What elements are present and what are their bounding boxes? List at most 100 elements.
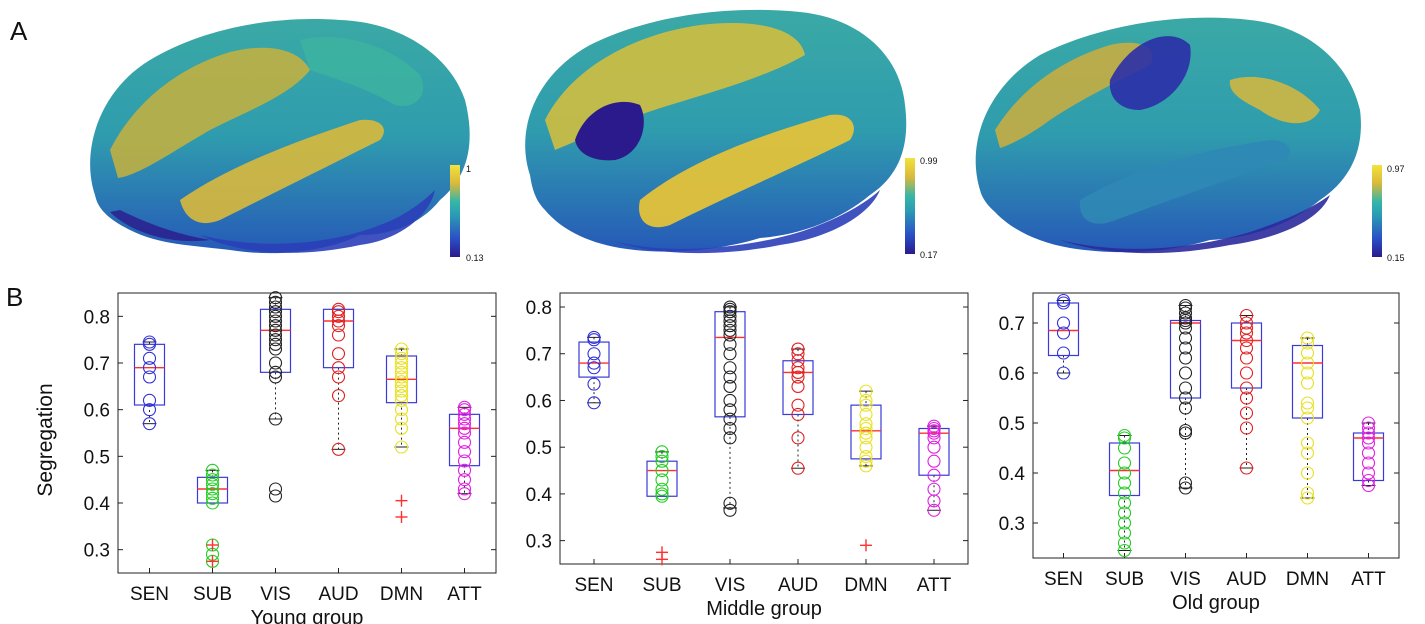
- data-point: [394, 421, 409, 435]
- x-tick-label-aud: AUD: [318, 584, 358, 605]
- box-iqr: [196, 476, 229, 504]
- box-iqr: [918, 427, 950, 476]
- data-point: [268, 489, 283, 503]
- data-point: [655, 473, 669, 487]
- data-point: [142, 361, 157, 375]
- data-point: [1117, 431, 1132, 445]
- x-tick-label-vis: VIS: [260, 584, 291, 605]
- data-point: [268, 337, 283, 351]
- data-point: [268, 333, 283, 347]
- data-point: [1361, 426, 1376, 440]
- data-point: [723, 361, 737, 375]
- data-point: [723, 328, 737, 342]
- data-point: [791, 407, 805, 422]
- y-tick-label: 0.8: [526, 298, 552, 319]
- data-point: [859, 393, 873, 408]
- x-tick-label-dmn: DMN: [1286, 569, 1329, 590]
- colorbar: [1372, 165, 1382, 257]
- data-point: [268, 319, 283, 333]
- brain-region-temporal: [180, 119, 384, 224]
- data-point: [1178, 391, 1193, 405]
- x-tick-label-vis: VIS: [1170, 569, 1201, 590]
- data-point: [723, 496, 737, 510]
- data-point: [1300, 491, 1315, 505]
- data-point: [394, 370, 409, 384]
- y-tick-label: 0.6: [999, 364, 1025, 385]
- data-point: [859, 454, 873, 468]
- x-tick-label-sen: SEN: [1044, 569, 1083, 590]
- y-tick-label: 0.4: [999, 464, 1026, 485]
- data-point: [1178, 426, 1193, 440]
- colorbar-max: 1: [466, 164, 471, 174]
- data-point: [723, 412, 737, 426]
- brain-region-temporal: [639, 114, 854, 228]
- data-point: [655, 489, 669, 503]
- data-point: [394, 389, 409, 403]
- data-point: [587, 347, 601, 361]
- data-point: [268, 365, 283, 379]
- data-point: [1239, 461, 1254, 475]
- brain-region-inferior: [610, 190, 880, 254]
- data-point: [1117, 441, 1132, 455]
- data-point: [791, 431, 805, 445]
- data-point: [1239, 316, 1254, 330]
- data-point: [1056, 346, 1071, 360]
- brain-region-parietal: [1229, 76, 1320, 124]
- x-axis-label: Old group: [1172, 592, 1260, 614]
- data-point: [205, 463, 220, 477]
- panel-label-a: A: [10, 16, 28, 46]
- data-point: [927, 426, 941, 440]
- data-point: [1300, 411, 1315, 425]
- data-point: [394, 375, 409, 389]
- data-point: [587, 361, 601, 375]
- data-point: [1239, 333, 1254, 348]
- data-point: [1178, 381, 1193, 395]
- x-tick-label-att: ATT: [447, 584, 482, 605]
- data-point: [268, 314, 283, 328]
- data-point: [205, 496, 220, 510]
- data-point: [394, 384, 409, 398]
- data-point: [331, 361, 346, 375]
- data-point: [457, 426, 472, 440]
- data-point: [142, 351, 157, 365]
- data-point: [723, 403, 737, 417]
- data-point: [791, 461, 805, 475]
- data-point: [1300, 376, 1315, 390]
- x-tick-label-sub: SUB: [642, 575, 681, 596]
- y-tick-label: 0.5: [999, 414, 1025, 435]
- data-point: [1056, 366, 1071, 380]
- data-point: [331, 370, 346, 384]
- brain-map-middle: 0.99 0.17: [525, 9, 938, 260]
- y-tick-label: 0.8: [84, 307, 110, 328]
- data-point: [268, 328, 283, 342]
- data-point: [1056, 296, 1071, 310]
- y-tick-label: 0.7: [999, 314, 1025, 335]
- y-tick-label: 0.5: [526, 438, 552, 459]
- data-point: [1117, 506, 1132, 520]
- colorbar-max: 0.97: [1387, 164, 1405, 174]
- data-point: [394, 412, 409, 426]
- data-point: [791, 379, 805, 393]
- data-point: [723, 370, 737, 384]
- data-point: [457, 407, 472, 421]
- data-point: [1300, 356, 1315, 370]
- box-iqr: [1169, 319, 1202, 399]
- data-point: [1117, 476, 1132, 490]
- data-point: [723, 379, 737, 393]
- x-tick-label-dmn: DMN: [380, 584, 423, 605]
- data-point: [1117, 466, 1132, 480]
- data-point: [859, 431, 873, 445]
- box-iqr: [714, 311, 746, 418]
- data-point: [927, 482, 941, 496]
- data-point: [394, 365, 409, 379]
- data-point: [268, 342, 283, 356]
- data-point: [394, 440, 409, 454]
- data-point: [142, 393, 157, 407]
- data-point: [859, 449, 873, 464]
- data-point: [587, 356, 601, 370]
- data-point: [927, 454, 941, 468]
- data-point: [457, 445, 472, 459]
- data-point: [655, 449, 669, 464]
- data-point: [859, 426, 873, 440]
- box-iqr: [850, 404, 882, 460]
